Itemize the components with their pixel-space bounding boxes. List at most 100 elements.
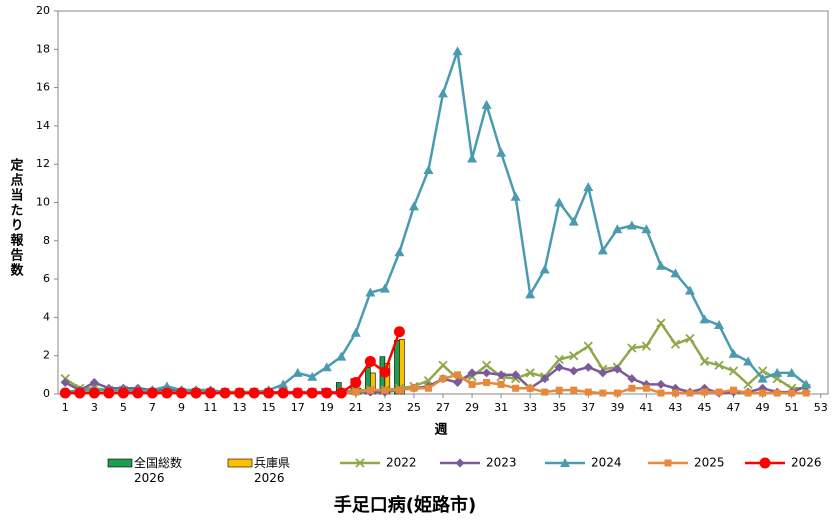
data-point bbox=[482, 368, 492, 378]
data-point bbox=[642, 384, 650, 392]
x-tick-label: 25 bbox=[407, 401, 421, 414]
x-tick-label: 53 bbox=[814, 401, 828, 414]
legend-marker bbox=[455, 458, 465, 468]
data-point bbox=[117, 387, 129, 399]
data-point bbox=[802, 389, 810, 397]
chart-title: 手足口病(姫路市) bbox=[334, 494, 476, 516]
legend-swatch bbox=[107, 458, 133, 468]
data-point bbox=[627, 374, 637, 384]
data-point bbox=[671, 389, 679, 397]
x-tick-label: 7 bbox=[149, 401, 156, 414]
data-point bbox=[773, 389, 781, 397]
x-tick-label: 41 bbox=[639, 401, 653, 414]
x-tick-label: 1 bbox=[62, 401, 69, 414]
x-tick-label: 19 bbox=[320, 401, 334, 414]
data-point bbox=[438, 360, 448, 370]
data-point bbox=[613, 389, 621, 397]
x-tick-label: 45 bbox=[698, 401, 712, 414]
x-tick-label: 9 bbox=[178, 401, 185, 414]
legend-label: 2026 bbox=[791, 456, 822, 470]
data-point bbox=[278, 379, 289, 389]
data-point bbox=[512, 384, 520, 392]
data-point bbox=[481, 360, 492, 370]
data-point bbox=[541, 388, 549, 396]
data-point bbox=[423, 375, 434, 386]
data-point bbox=[757, 373, 768, 383]
y-tick-label: 12 bbox=[36, 157, 50, 170]
x-tick-label: 29 bbox=[465, 401, 479, 414]
x-tick-label: 3 bbox=[91, 401, 98, 414]
data-point bbox=[554, 362, 564, 372]
data-point bbox=[394, 247, 405, 257]
data-point bbox=[321, 362, 332, 372]
data-point bbox=[570, 386, 578, 394]
data-point bbox=[335, 387, 347, 399]
data-point bbox=[686, 389, 694, 397]
data-point bbox=[539, 264, 550, 274]
data-point bbox=[468, 380, 476, 388]
data-point bbox=[599, 389, 607, 397]
data-point bbox=[684, 285, 695, 295]
x-tick-label: 23 bbox=[378, 401, 392, 414]
data-point bbox=[685, 333, 695, 344]
data-point bbox=[74, 387, 86, 399]
data-point bbox=[641, 341, 652, 351]
data-point bbox=[701, 388, 709, 396]
data-point bbox=[352, 388, 360, 396]
data-point bbox=[583, 362, 593, 372]
legend-label: 2024 bbox=[591, 456, 622, 470]
data-point bbox=[583, 341, 593, 351]
x-tick-label: 43 bbox=[668, 401, 682, 414]
data-point bbox=[569, 351, 579, 361]
data-point bbox=[569, 366, 579, 376]
data-point bbox=[598, 368, 608, 378]
x-tick-label: 51 bbox=[785, 401, 799, 414]
data-point bbox=[89, 378, 99, 388]
legend-marker bbox=[664, 459, 672, 467]
data-point bbox=[641, 224, 652, 234]
data-point bbox=[670, 268, 681, 278]
x-tick-label: 37 bbox=[581, 401, 595, 414]
data-point bbox=[511, 370, 521, 380]
x-tick-label: 21 bbox=[349, 401, 363, 414]
data-point bbox=[483, 379, 491, 387]
data-point bbox=[190, 387, 202, 399]
data-point bbox=[526, 384, 534, 392]
data-point bbox=[336, 351, 347, 361]
data-point bbox=[759, 389, 767, 397]
data-point bbox=[393, 326, 405, 338]
data-point bbox=[408, 201, 419, 211]
data-point bbox=[481, 99, 492, 109]
data-point bbox=[366, 386, 374, 394]
data-point bbox=[730, 386, 738, 394]
data-point bbox=[657, 389, 665, 397]
data-point bbox=[205, 387, 217, 399]
data-point bbox=[714, 360, 724, 370]
data-point bbox=[612, 364, 622, 374]
series-line bbox=[65, 50, 807, 394]
data-point bbox=[453, 378, 463, 388]
x-tick-label: 11 bbox=[204, 401, 218, 414]
legend-label: 2023 bbox=[486, 456, 517, 470]
x-tick-label: 35 bbox=[552, 401, 566, 414]
series-line bbox=[65, 331, 401, 395]
data-point bbox=[743, 379, 753, 390]
data-point bbox=[540, 374, 550, 384]
data-point bbox=[307, 371, 318, 381]
y-tick-label: 2 bbox=[43, 349, 50, 362]
data-point bbox=[161, 381, 172, 391]
data-point bbox=[454, 371, 462, 379]
data-point bbox=[234, 387, 246, 399]
data-point bbox=[423, 164, 434, 174]
legend-marker bbox=[355, 458, 365, 468]
data-point bbox=[439, 375, 447, 383]
data-point bbox=[786, 367, 797, 377]
y-axis-label: 定点当たり報告数 bbox=[8, 157, 25, 278]
legend-label: 2025 bbox=[694, 456, 725, 470]
data-point bbox=[467, 368, 477, 378]
data-point bbox=[379, 366, 391, 378]
y-tick-label: 18 bbox=[36, 42, 50, 55]
data-point bbox=[379, 283, 390, 293]
data-point bbox=[656, 379, 666, 389]
